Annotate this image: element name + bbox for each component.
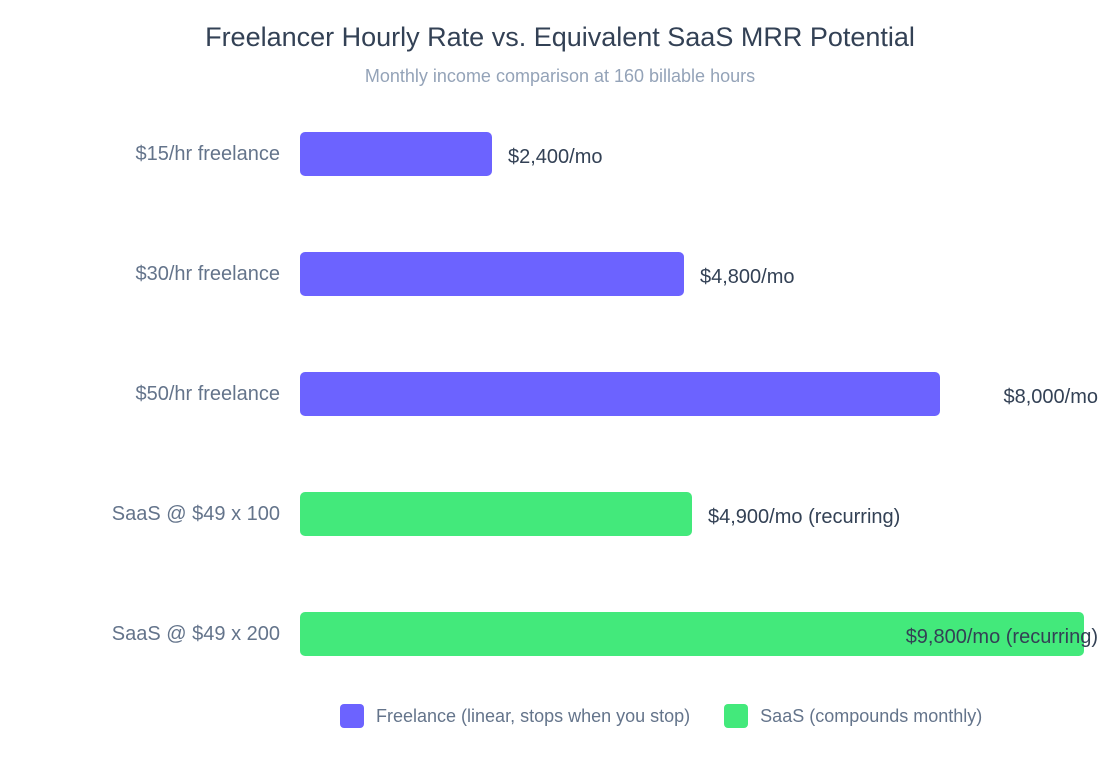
- chart-title: Freelancer Hourly Rate vs. Equivalent Sa…: [205, 22, 915, 52]
- bar-freelance: [300, 252, 684, 296]
- category-label: $50/hr freelance: [135, 383, 280, 405]
- bar-freelance: [300, 132, 492, 176]
- legend-swatch-saas: [724, 704, 749, 728]
- bar-saas: [300, 612, 1084, 656]
- chart-legend: Freelance (linear, stops when you stop) …: [340, 704, 1016, 728]
- category-label: $15/hr freelance: [135, 143, 280, 165]
- value-label: $4,900/mo (recurring): [708, 506, 900, 528]
- bar-chart: $15/hr freelance $2,400/mo $30/hr freelanc…: [112, 132, 1098, 656]
- value-label: $8,000/mo: [1003, 386, 1098, 408]
- legend-swatch-freelance: [340, 704, 364, 728]
- bar-saas: [300, 492, 692, 536]
- category-label: SaaS @ $49 x 200: [112, 623, 280, 645]
- chart-subtitle: Monthly income comparison at 160 billabl…: [364, 66, 756, 86]
- category-label: SaaS @ $49 x 100: [112, 503, 280, 525]
- value-label: $9,800/mo (recurring): [906, 626, 1098, 648]
- value-label: $4,800/mo: [700, 266, 795, 288]
- bar-freelance: [300, 372, 940, 416]
- legend-label-freelance: Freelance (linear, stops when you stop): [376, 705, 691, 726]
- legend-label-saas: SaaS (compounds monthly): [760, 705, 983, 726]
- legend-item-freelance: Freelance (linear, stops when you stop): [340, 704, 690, 728]
- category-label: $30/hr freelance: [135, 263, 280, 285]
- legend-item-saas: SaaS (compounds monthly): [724, 704, 982, 728]
- value-label: $2,400/mo: [508, 146, 603, 168]
